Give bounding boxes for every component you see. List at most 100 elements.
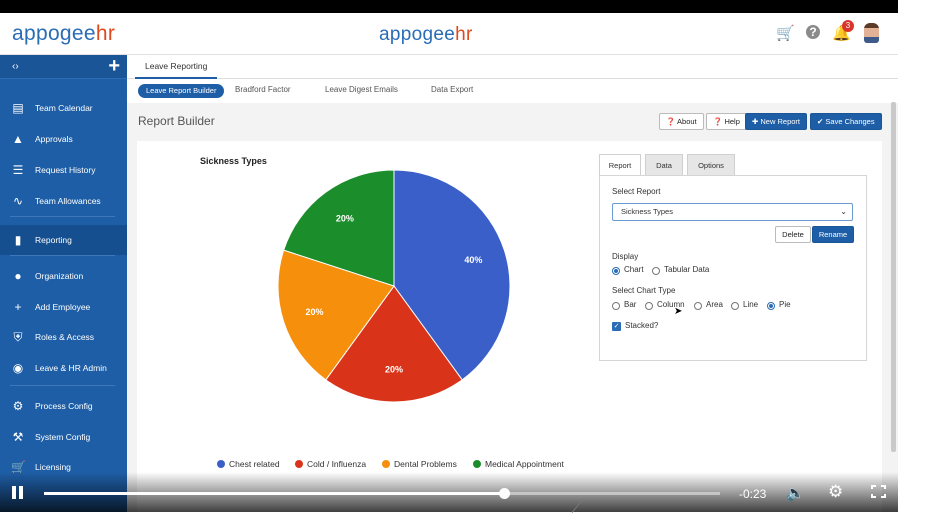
trend-line-icon: ∿: [12, 194, 24, 208]
page-title: Report Builder: [138, 114, 215, 128]
tab-bradford-factor[interactable]: Bradford Factor: [235, 85, 291, 94]
letterbox-right: [898, 0, 928, 528]
new-report-button[interactable]: ✚ New Report: [745, 113, 807, 130]
chart-type-column-label: Column: [657, 300, 685, 309]
save-changes-button[interactable]: ✔ Save Changes: [810, 113, 882, 130]
sidebar-item-licensing[interactable]: 🛒 Licensing: [0, 452, 127, 482]
page-scrollbar[interactable]: [891, 102, 896, 452]
main-area: Leave Reporting Leave Report Builder Bra…: [127, 55, 898, 512]
sidebar-item-label: Organization: [35, 271, 84, 281]
legend-swatch: [473, 460, 481, 468]
sidebar-item-organization[interactable]: ● Organization: [0, 261, 127, 291]
stacked-label: Stacked?: [625, 321, 659, 330]
cart-icon[interactable]: 🛒: [776, 25, 795, 42]
sidebar-item-team-calendar[interactable]: ▤ Team Calendar: [0, 93, 127, 123]
pie-data-label: 20%: [306, 307, 324, 317]
fullscreen-icon[interactable]: [871, 485, 886, 498]
calendar-icon: ▤: [12, 101, 24, 115]
chart-type-label: Select Chart Type: [612, 286, 676, 295]
legend-item[interactable]: Chest related: [217, 459, 280, 469]
chart-legend: Chest related Cold / Influenza Dental Prob…: [217, 459, 617, 473]
secondary-tabs: Leave Report Builder Bradford Factor Lea…: [127, 79, 898, 103]
sidebar-divider: [10, 216, 115, 217]
pause-icon[interactable]: [12, 486, 24, 499]
logo-left[interactable]: appogeehr: [12, 22, 115, 46]
select-report-label: Select Report: [612, 187, 661, 196]
pie-data-label: 40%: [464, 255, 482, 265]
legend-item[interactable]: Cold / Influenza: [295, 459, 366, 469]
sidebar-item-label: Licensing: [35, 462, 71, 472]
legend-swatch: [217, 460, 225, 468]
pie-slice-chest-related[interactable]: [393, 169, 511, 381]
sidebar-item-leave-hr-admin[interactable]: ◉ Leave & HR Admin: [0, 353, 127, 383]
display-chart-radio[interactable]: [612, 267, 620, 275]
chart-type-pie-radio[interactable]: [767, 302, 775, 310]
pie-data-label: 20%: [385, 365, 403, 375]
sidebar-item-request-history[interactable]: ☰ Request History: [0, 155, 127, 185]
plus-icon: ✚: [752, 117, 759, 126]
stacked-checkbox[interactable]: ✓: [612, 322, 621, 331]
tab-options[interactable]: Options: [687, 154, 735, 176]
about-button[interactable]: ❓ About: [659, 113, 704, 130]
help-button[interactable]: ❓ Help: [706, 113, 747, 130]
avatar[interactable]: [864, 23, 879, 43]
chevron-down-icon: ⌄: [840, 207, 847, 216]
tab-leave-report-builder[interactable]: Leave Report Builder: [138, 84, 225, 98]
sidebar-item-reporting[interactable]: ▮ Reporting: [0, 225, 127, 255]
sidebar-item-approvals[interactable]: ▲ Approvals: [0, 124, 127, 154]
collapse-arrows-icon[interactable]: ‹›: [12, 61, 19, 72]
video-progress-fill: [44, 492, 504, 495]
shield-icon: ⛨: [13, 330, 23, 344]
sidebar-item-process-config[interactable]: ⚙ Process Config: [0, 391, 127, 421]
tab-leave-digest-emails[interactable]: Leave Digest Emails: [325, 85, 398, 94]
tab-data-export[interactable]: Data Export: [431, 85, 474, 94]
legend-label: Medical Appointment: [485, 459, 564, 469]
sidebar-item-team-allowances[interactable]: ∿ Team Allowances: [0, 186, 127, 216]
bar-chart-icon: ▮: [14, 233, 22, 247]
report-select[interactable]: Sickness Types ⌄: [612, 203, 853, 221]
chart-type-bar-radio[interactable]: [612, 302, 620, 310]
chart-type-line-label: Line: [743, 300, 759, 309]
tab-leave-reporting[interactable]: Leave Reporting: [135, 55, 218, 79]
tab-data[interactable]: Data: [645, 154, 683, 176]
sidebar-divider: [10, 385, 115, 386]
logo-center-suffix: hr: [455, 24, 473, 45]
sidebar-item-system-config[interactable]: ⚒ System Config: [0, 422, 127, 452]
help-icon[interactable]: ?: [806, 25, 820, 39]
sidebar-item-add-employee[interactable]: + Add Employee: [0, 292, 127, 322]
legend-swatch: [382, 460, 390, 468]
check-icon: ✔: [817, 117, 824, 126]
sidebar-item-label: Leave & HR Admin: [35, 363, 107, 373]
legend-item[interactable]: Medical Appointment: [473, 459, 564, 469]
sidebar-item-roles-access[interactable]: ⛨ Roles & Access: [0, 322, 127, 352]
primary-tabs: Leave Reporting: [127, 55, 898, 79]
gear-icon[interactable]: ⚙: [828, 482, 844, 501]
volume-icon[interactable]: 🔈: [786, 485, 805, 502]
add-icon[interactable]: +: [108, 55, 120, 77]
sidebar-item-label: Team Calendar: [35, 103, 93, 113]
tab-report[interactable]: Report: [599, 154, 641, 176]
rename-button[interactable]: Rename: [812, 226, 854, 243]
legend-item[interactable]: Dental Problems: [382, 459, 457, 469]
display-tabular-radio[interactable]: [652, 267, 660, 275]
pie-chart: 40% 20% 20% 20%: [277, 169, 511, 403]
chart-type-column-radio[interactable]: [645, 302, 653, 310]
app-header: appogeehr appogeehr 🛒 ? 🔔 3: [0, 13, 898, 55]
display-tabular-label: Tabular Data: [664, 265, 710, 274]
sidebar-item-label: Reporting: [35, 235, 72, 245]
sidebar: ‹› + ▤ Team Calendar ▲ Approvals ☰ Request …: [0, 55, 127, 512]
report-card: Sickness Types 40% 20% 20% 20% Chest relate…: [137, 141, 882, 512]
video-time: -0:23: [739, 487, 767, 501]
sidebar-item-label: Team Allowances: [35, 196, 101, 206]
people-icon: ●: [14, 269, 22, 283]
chart-type-line-radio[interactable]: [731, 302, 739, 310]
chart-type-area-radio[interactable]: [694, 302, 702, 310]
chart-type-pie-label: Pie: [779, 300, 791, 309]
pie-slice-cold-influenza[interactable]: [325, 285, 463, 403]
video-progress-handle[interactable]: [498, 488, 510, 499]
delete-button[interactable]: Delete: [775, 226, 811, 243]
logo-left-suffix: hr: [95, 22, 116, 45]
pie-slice-medical-appointment[interactable]: [283, 169, 395, 287]
pie-slice-dental-problems[interactable]: [277, 249, 395, 381]
sidebar-item-label: System Config: [35, 432, 91, 442]
